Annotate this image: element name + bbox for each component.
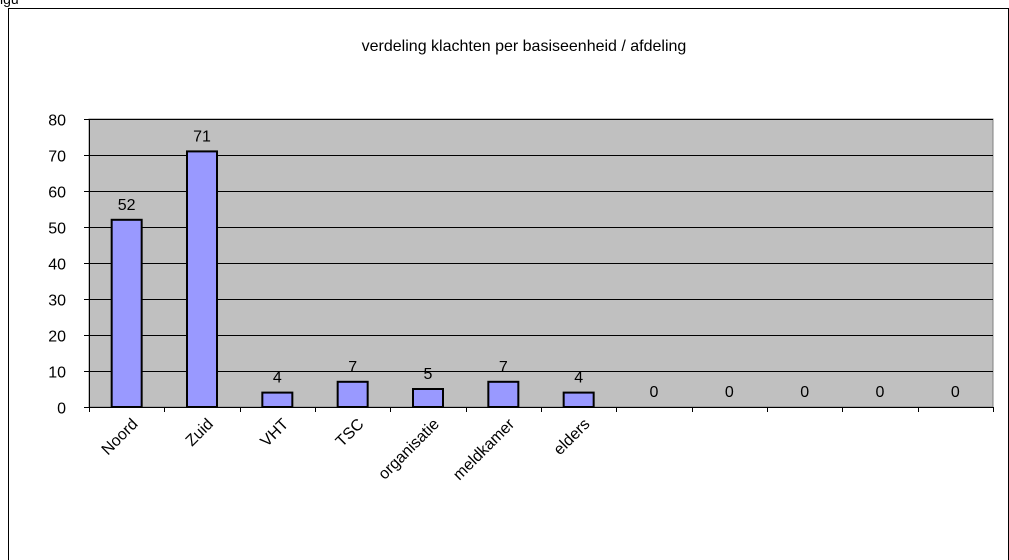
data-label: 71 — [193, 128, 211, 145]
data-labels: 52 71 4 7 5 7 4 0 0 0 0 0 — [118, 128, 960, 401]
bars — [110, 150, 595, 409]
data-label: 7 — [499, 359, 508, 376]
data-label: 5 — [424, 366, 433, 383]
y-tick-label: 20 — [48, 329, 66, 346]
bar — [261, 391, 294, 409]
data-label: 0 — [951, 384, 960, 401]
data-label: 0 — [650, 384, 659, 401]
y-tick-label: 0 — [57, 401, 66, 418]
data-label: 4 — [574, 370, 583, 387]
y-tick-label: 50 — [48, 221, 66, 238]
bar — [336, 380, 369, 408]
grid-lines — [89, 119, 993, 372]
y-tick-label: 80 — [48, 113, 66, 130]
y-tick-label: 10 — [48, 365, 66, 382]
y-tick-label: 40 — [48, 257, 66, 274]
bar — [487, 380, 520, 408]
y-tick-label: 60 — [48, 185, 66, 202]
bar — [186, 150, 218, 408]
data-label: 7 — [348, 359, 357, 376]
data-label: 0 — [876, 384, 885, 401]
bar — [412, 388, 444, 408]
y-tick-label: 70 — [48, 149, 66, 166]
data-label: 4 — [273, 370, 282, 387]
bar — [562, 391, 595, 409]
data-label: 0 — [800, 384, 809, 401]
y-axis: 0 10 20 30 40 50 60 70 80 — [48, 113, 90, 418]
data-label: 0 — [725, 384, 734, 401]
chart-title: verdeling klachten per basiseenheid / af… — [362, 38, 687, 55]
bar — [110, 218, 143, 408]
y-tick-label: 30 — [48, 293, 66, 310]
header-fragment: igu — [0, 0, 19, 7]
data-label: 52 — [118, 197, 136, 214]
